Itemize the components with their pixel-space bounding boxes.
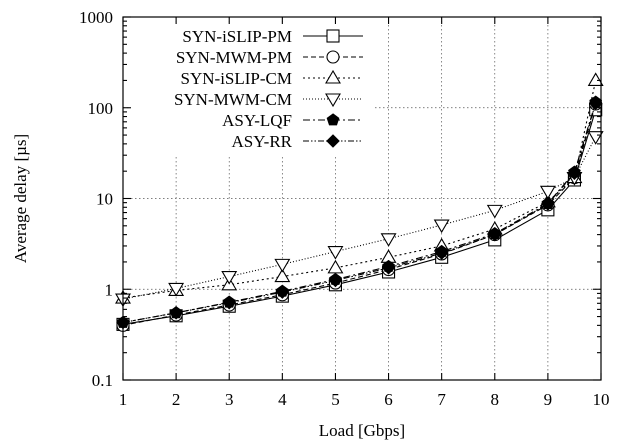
axis-ticks: 1 2 3 4 5 6 7 8 9 10 0.1 1 10 100 1000	[79, 8, 610, 409]
data-point-asy-rr	[487, 227, 502, 242]
x-tick-label: 5	[331, 390, 340, 409]
data-point-asy-rr	[275, 285, 290, 299]
data-point-asy-rr	[381, 261, 396, 275]
data-point-asy-rr	[169, 306, 183, 320]
x-tick-label: 8	[491, 390, 500, 409]
legend-label-syn-islip-cm: SYN-iSLIP-CM	[181, 69, 292, 88]
y-tick-label: 0.1	[92, 371, 113, 390]
x-tick-label: 9	[544, 390, 553, 409]
legend-marker-asy-rr	[326, 134, 340, 148]
legend-background	[130, 24, 375, 156]
x-tick-label: 10	[593, 390, 610, 409]
legend: SYN-iSLIP-PM SYN-MWM-PM SYN-iSLIP-CM SYN-MW…	[174, 27, 363, 151]
data-point-asy-rr	[434, 246, 449, 260]
x-tick-label: 3	[225, 390, 234, 409]
data-point-asy-rr	[567, 166, 582, 180]
data-point-syn-mwm-cm	[168, 282, 185, 297]
data-point-asy-rr	[328, 273, 343, 288]
y-tick-label: 10	[96, 190, 113, 209]
data-point-syn-mwm-cm	[539, 185, 556, 200]
data-point-asy-rr	[222, 295, 237, 310]
data-point-syn-mwm-cm	[274, 258, 291, 273]
y-axis-label: Average delay [µs]	[11, 134, 30, 263]
data-point-syn-islip-cm	[274, 268, 291, 283]
data-point-syn-islip-cm	[327, 259, 344, 274]
data-point-syn-mwm-cm	[433, 219, 450, 234]
series-line-syn-mwm-pm	[122, 103, 597, 326]
x-tick-label: 4	[278, 390, 287, 409]
series-line-syn-mwm-cm	[122, 136, 597, 300]
legend-label-syn-mwm-pm: SYN-MWM-PM	[176, 48, 292, 67]
data-point-asy-rr	[588, 96, 603, 111]
legend-label-syn-mwm-cm: SYN-MWM-CM	[174, 90, 292, 109]
legend-marker-asy-lqf	[326, 113, 340, 126]
data-point-syn-mwm-cm	[486, 204, 503, 219]
data-point-syn-mwm-cm	[221, 271, 238, 285]
legend-marker-syn-mwm-pm	[326, 50, 340, 64]
legend-label-asy-rr: ASY-RR	[232, 132, 293, 151]
series-syn-mwm-cm	[115, 131, 604, 308]
y-tick-label: 100	[88, 99, 114, 118]
data-point-syn-mwm-cm	[327, 246, 344, 260]
legend-marker-syn-mwm-cm	[325, 93, 341, 108]
legend-label-asy-lqf: ASY-LQF	[222, 111, 292, 130]
legend-marker-syn-islip-pm	[326, 29, 340, 43]
legend-marker-syn-islip-cm	[325, 69, 341, 84]
data-point-syn-islip-cm	[587, 72, 604, 86]
x-axis-label: Load [Gbps]	[319, 421, 405, 440]
x-tick-label: 7	[437, 390, 446, 409]
legend-label-syn-islip-pm: SYN-iSLIP-PM	[182, 27, 292, 46]
data-point-syn-mwm-cm	[380, 233, 397, 247]
data-point-asy-rr	[541, 197, 555, 211]
x-tick-label: 2	[172, 390, 181, 409]
x-tick-label: 1	[119, 390, 128, 409]
x-tick-label: 6	[384, 390, 393, 409]
y-tick-label: 1	[105, 280, 114, 299]
y-tick-label: 1000	[79, 8, 113, 27]
